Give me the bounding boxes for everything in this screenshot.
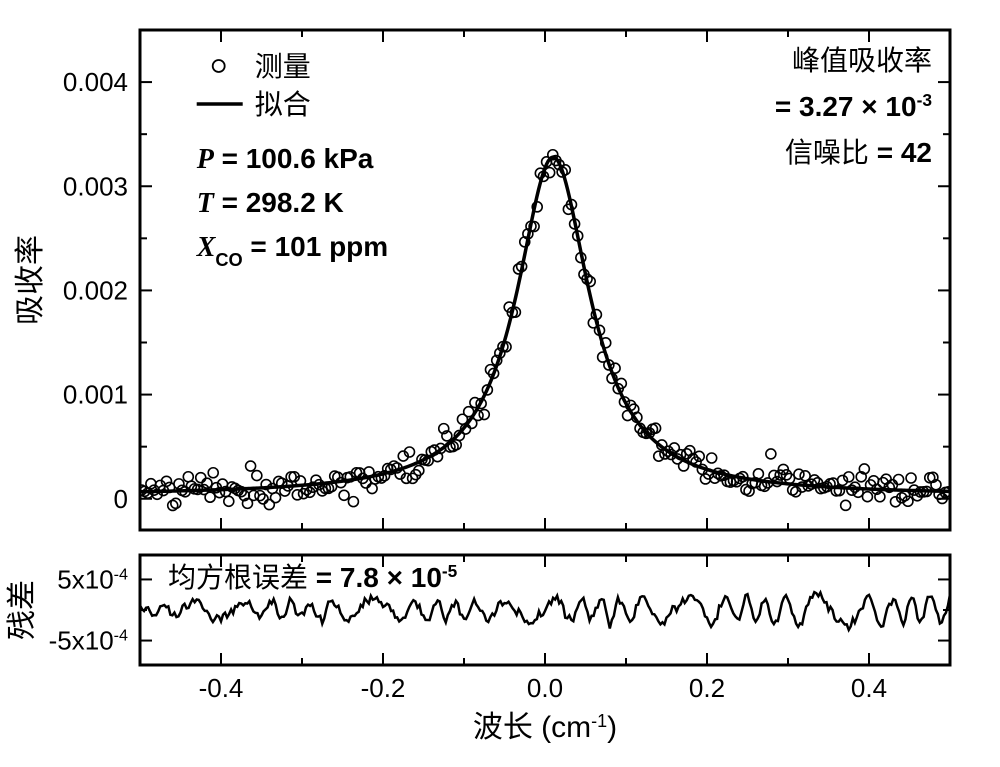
annotation-peak-value: = 3.27 × 10-3 [775, 90, 932, 122]
scatter-point [841, 500, 851, 510]
svg-text:0.003: 0.003 [63, 171, 128, 201]
x-axis-label: 波长 (cm-1) [473, 711, 617, 744]
scatter-point [196, 473, 206, 483]
scatter-point [205, 492, 215, 502]
chart-svg: 0 0.001 0.002 0.003 0.004 吸收率 测量拟合 P = 100.6 kP… [0, 0, 1000, 767]
legend-label-measure: 测量 [255, 51, 311, 82]
svg-text:0.2: 0.2 [689, 673, 725, 703]
svg-text:0: 0 [114, 484, 128, 514]
svg-text:0.004: 0.004 [63, 67, 128, 97]
svg-text:0.0: 0.0 [527, 673, 563, 703]
scatter-point [906, 473, 916, 483]
scatter-point [451, 440, 461, 450]
residual-line [140, 592, 950, 630]
svg-text:0.4: 0.4 [851, 673, 887, 703]
scatter-point [271, 493, 281, 503]
svg-text:吸收率: 吸收率 [14, 235, 47, 325]
scatter-point [252, 471, 262, 481]
chart-container: 0 0.001 0.002 0.003 0.004 吸收率 测量拟合 P = 100.6 kP… [0, 0, 1000, 767]
svg-text:-5x10-4: -5x10-4 [49, 626, 128, 656]
legend-marker-icon [213, 60, 225, 72]
scatter-point [317, 486, 327, 496]
annotation-left-1: T = 298.2 K [197, 187, 344, 219]
svg-text:0.001: 0.001 [63, 380, 128, 410]
scatter-point [479, 410, 489, 420]
scatter-point [707, 453, 717, 463]
scatter-point [171, 498, 181, 508]
y-axis-label-residual: 残差 [6, 580, 39, 640]
scatter-point [339, 490, 349, 500]
svg-text:0.002: 0.002 [63, 275, 128, 305]
scatter-point [246, 461, 256, 471]
svg-text:-0.4: -0.4 [199, 673, 244, 703]
scatter-point [654, 451, 664, 461]
svg-text:5x10-4: 5x10-4 [57, 564, 128, 594]
annotation-peak-label: 峰值吸收率 [792, 45, 932, 76]
svg-text:-0.2: -0.2 [361, 673, 406, 703]
scatter-point [224, 496, 234, 506]
scatter-point [766, 449, 776, 459]
scatter-point [464, 407, 474, 417]
scatter-point [348, 497, 358, 507]
scatter-point [894, 474, 904, 484]
scatter-point [862, 492, 872, 502]
annotation-rmse: 均方根误差 = 7.8 × 10-5 [168, 561, 458, 593]
annotation-snr: 信噪比 = 42 [785, 137, 932, 168]
scatter-point [679, 461, 689, 471]
annotation-left-0: P = 100.6 kPa [196, 143, 374, 175]
legend-label-fit: 拟合 [255, 89, 311, 120]
scatter-point [753, 469, 763, 479]
scatter-point [183, 472, 193, 482]
annotation-left-2: XCO = 101 ppm [196, 231, 388, 270]
scatter-point [208, 468, 218, 478]
scatter-point [367, 484, 377, 494]
